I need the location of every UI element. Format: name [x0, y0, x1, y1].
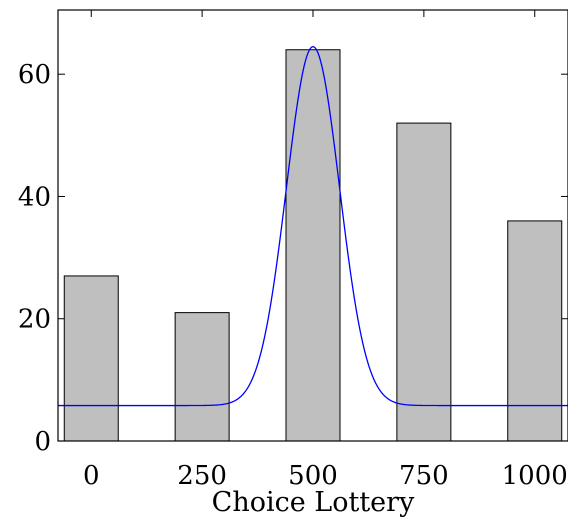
x-axis-title: Choice Lottery [212, 487, 415, 518]
bar-0 [63, 275, 119, 442]
x-tick-label-0: 0 [83, 461, 100, 491]
bars [63, 49, 563, 442]
y-tick-label-40: 40 [18, 182, 51, 212]
x-ticks-top [90, 10, 536, 17]
gaussian-fit-curve [58, 45, 568, 407]
bar-750 [396, 122, 452, 442]
bar-250 [174, 312, 230, 442]
x-tick-labels: 0 250 500 750 1000 [83, 461, 568, 491]
plot-frame [57, 9, 568, 442]
y-tick-label-20: 20 [18, 305, 51, 335]
y-tick-labels: 0 20 40 60 [18, 60, 51, 457]
x-tick-label-1000: 1000 [502, 461, 568, 491]
bar-1000 [507, 220, 563, 442]
y-tick-label-60: 60 [18, 60, 51, 90]
x-tick-label-750: 750 [399, 461, 449, 491]
bar-500 [285, 49, 341, 442]
x-tick-label-250: 250 [177, 461, 227, 491]
x-tick-label-500: 500 [288, 461, 338, 491]
y-tick-label-0: 0 [34, 427, 51, 457]
